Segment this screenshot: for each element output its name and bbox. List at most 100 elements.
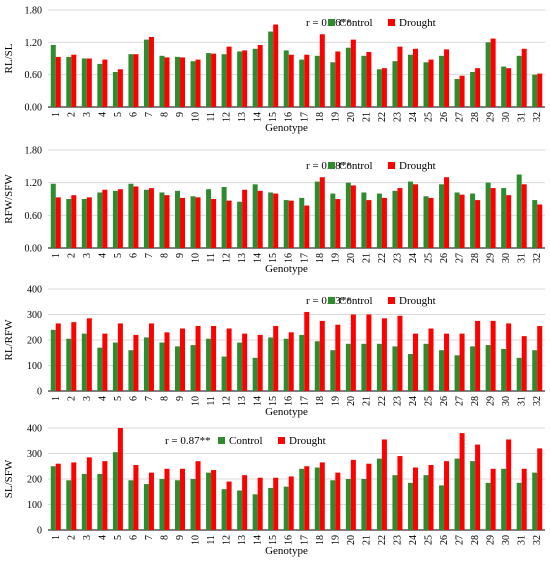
control-bar [516, 357, 522, 391]
x-tick-label: 12 [222, 112, 233, 122]
legend-label-control: Control [339, 295, 373, 307]
x-axis-label: Genotype [265, 122, 308, 134]
x-tick-label: 13 [237, 112, 248, 122]
control-bar [454, 192, 460, 248]
drought-bar [304, 54, 310, 107]
control-bar [376, 69, 382, 107]
x-tick-label: 20 [346, 253, 357, 263]
x-tick-label: 24 [408, 112, 419, 122]
y-tick-label: 0 [37, 387, 42, 398]
control-bar [268, 192, 274, 248]
drought-bar [195, 197, 201, 248]
y-tick-label: 400 [27, 285, 42, 296]
control-bar [50, 183, 56, 248]
drought-bar [319, 177, 325, 248]
x-tick-label: 10 [191, 112, 202, 122]
drought-bar [55, 323, 61, 391]
control-bar [485, 345, 491, 391]
control-bar [423, 196, 429, 248]
control-bar [470, 193, 476, 248]
legend-swatch-drought [388, 297, 395, 304]
drought-bar [288, 476, 294, 530]
x-axis-label: Genotype [265, 263, 308, 275]
drought-bar [428, 197, 434, 248]
x-tick-label: 8 [159, 253, 170, 258]
control-bar [268, 337, 274, 391]
control-bar [407, 482, 413, 530]
x-tick-label: 24 [408, 396, 419, 406]
drought-bar [133, 186, 139, 248]
correlation-label: r = 0.87** [165, 435, 211, 447]
x-tick-label: 9 [175, 112, 186, 117]
control-bar [175, 346, 181, 391]
x-tick-label: 17 [299, 253, 310, 263]
control-bar [97, 63, 103, 107]
drought-bar [164, 332, 170, 391]
x-tick-label: 9 [175, 253, 186, 258]
drought-bar [273, 477, 279, 530]
x-tick-label: 8 [159, 396, 170, 401]
x-tick-label: 21 [361, 396, 372, 406]
control-bar [143, 39, 149, 108]
drought-bar [412, 184, 418, 248]
drought-bar [459, 333, 465, 391]
drought-bar [86, 197, 92, 248]
control-bar [407, 354, 413, 391]
drought-bar [319, 462, 325, 530]
control-bar [221, 54, 227, 107]
control-bar [97, 347, 103, 391]
control-bar [221, 187, 227, 248]
x-tick-label: 19 [330, 112, 341, 122]
drought-bar [86, 457, 92, 530]
drought-bar [164, 468, 170, 530]
control-bar [159, 55, 165, 107]
drought-bar [304, 466, 310, 530]
drought-bar [335, 199, 341, 248]
chart-panel-1: 0.000.601.201.801 2 3 4 5 6 7 8 9 10 11 12 13 14 15 16 1… [3, 6, 545, 134]
control-bar [143, 189, 149, 248]
control-bar [376, 343, 382, 391]
x-tick-label: 23 [392, 253, 403, 263]
control-bar [299, 59, 305, 107]
drought-bar [257, 477, 263, 530]
x-tick-label: 28 [470, 396, 481, 406]
drought-bar [412, 48, 418, 107]
control-bar [237, 51, 243, 107]
x-tick-label: 17 [299, 112, 310, 122]
x-tick-label: 11 [206, 253, 217, 263]
y-tick-label: 1.80 [25, 6, 43, 17]
x-tick-label: 18 [315, 112, 326, 122]
control-bar [361, 479, 367, 530]
drought-bar [71, 462, 77, 530]
control-bar [190, 196, 196, 248]
x-tick-label: 3 [82, 253, 93, 258]
y-tick-label: 1.80 [25, 146, 43, 157]
drought-bar [288, 200, 294, 248]
drought-bar [428, 328, 434, 391]
control-bar [423, 343, 429, 391]
drought-bar [242, 189, 248, 248]
x-tick-label: 9 [175, 396, 186, 401]
x-tick-label: 26 [439, 253, 450, 263]
control-bar [501, 66, 507, 107]
control-bar [81, 473, 87, 530]
control-bar [454, 355, 460, 391]
y-tick-label: 200 [27, 336, 42, 347]
control-bar [190, 479, 196, 530]
x-tick-label: 16 [284, 535, 295, 545]
control-bar [470, 71, 476, 107]
control-bar [268, 487, 274, 530]
drought-bar [102, 333, 108, 391]
control-bar [112, 452, 118, 530]
drought-bar [381, 68, 387, 107]
drought-bar [148, 472, 154, 530]
drought-bar [397, 188, 403, 248]
x-tick-label: 11 [206, 112, 217, 122]
x-tick-label: 32 [532, 396, 543, 406]
y-tick-label: 0.60 [25, 70, 43, 81]
drought-bar [195, 59, 201, 107]
x-tick-label: 6 [128, 253, 139, 258]
drought-bar [226, 328, 232, 391]
drought-bar [521, 184, 527, 248]
x-tick-label: 23 [392, 112, 403, 122]
